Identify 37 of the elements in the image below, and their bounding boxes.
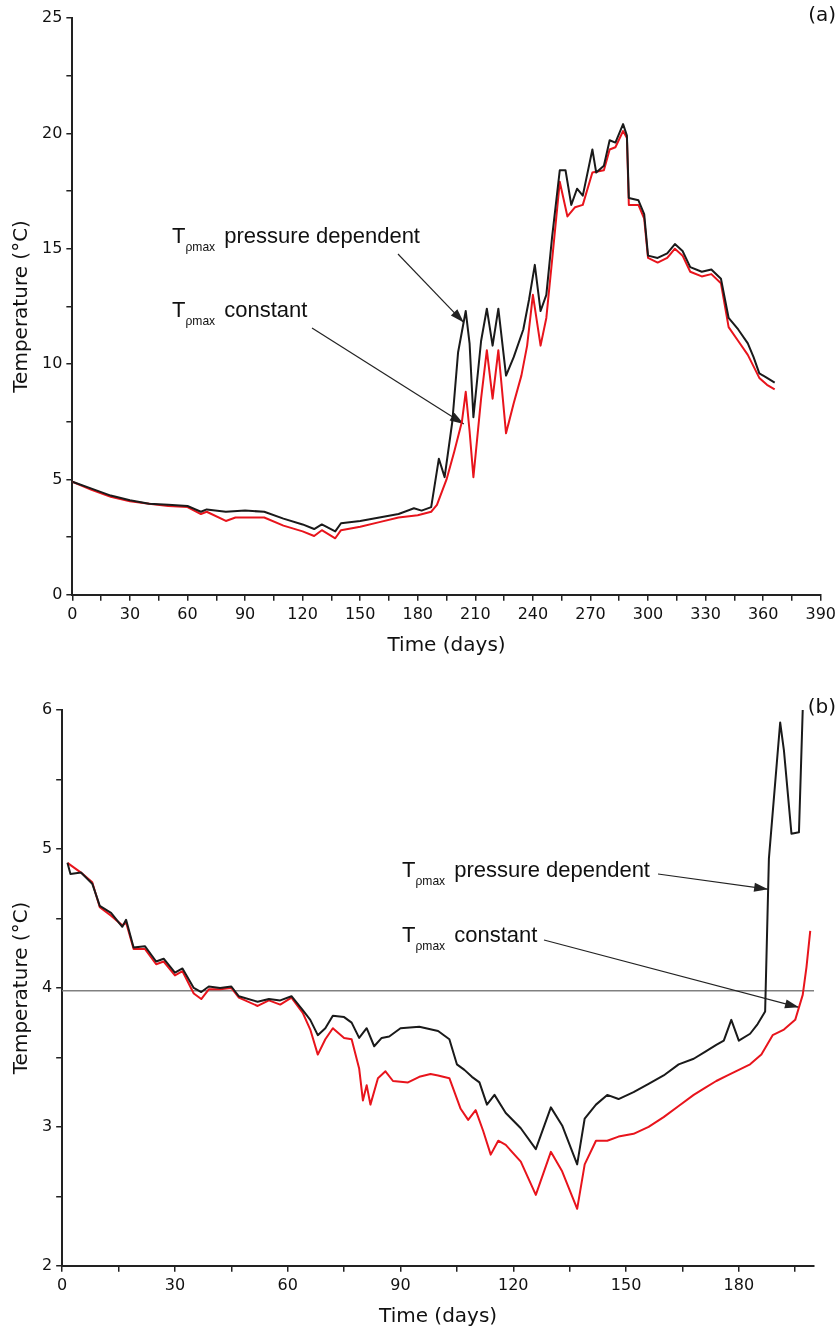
x-tick-label: 30 — [164, 1274, 186, 1294]
x-tick-label: 60 — [177, 603, 198, 623]
y-tick-label: 25 — [42, 7, 63, 27]
x-tick-label: 90 — [390, 1274, 411, 1294]
y-tick-label: 15 — [42, 237, 63, 257]
x-tick-label: 360 — [747, 603, 779, 623]
x-axis-title: Time (days) — [386, 632, 506, 657]
x-tick-label: 330 — [690, 603, 721, 623]
y-tick-label: 10 — [42, 353, 63, 373]
y-tick-label: 4 — [41, 977, 53, 997]
x-tick-label: 240 — [517, 603, 549, 623]
x-tick-label: 120 — [498, 1274, 529, 1294]
y-axis-title: Temperature (°C) — [8, 220, 33, 394]
x-tick-label: 180 — [723, 1274, 755, 1294]
y-tick-label: 6 — [41, 699, 53, 719]
chart-title: (a) — [808, 2, 836, 27]
y-axis-title: Temperature (°C) — [8, 901, 33, 1076]
x-tick-label: 300 — [632, 603, 664, 623]
y-tick-label: 5 — [52, 468, 63, 488]
x-axis-title: Time (days) — [378, 1303, 498, 1328]
chart-title: (b) — [807, 694, 836, 719]
x-tick-label: 150 — [344, 603, 376, 623]
x-tick-label: 30 — [119, 603, 141, 623]
x-tick-label: 270 — [575, 603, 606, 623]
x-tick-label: 210 — [460, 603, 491, 623]
x-tick-label: 180 — [402, 603, 434, 623]
y-tick-label: 5 — [41, 838, 53, 858]
x-tick-label: 390 — [805, 603, 836, 623]
x-tick-label: 150 — [610, 1274, 642, 1294]
x-tick-label: 90 — [234, 603, 256, 623]
x-tick-label: 0 — [67, 603, 78, 623]
y-tick-label: 20 — [42, 122, 63, 142]
y-tick-label: 3 — [41, 1116, 53, 1136]
x-tick-label: 120 — [287, 603, 318, 623]
y-tick-label: 2 — [41, 1254, 53, 1274]
x-tick-label: 60 — [277, 1274, 298, 1294]
y-tick-label: 0 — [52, 583, 63, 603]
